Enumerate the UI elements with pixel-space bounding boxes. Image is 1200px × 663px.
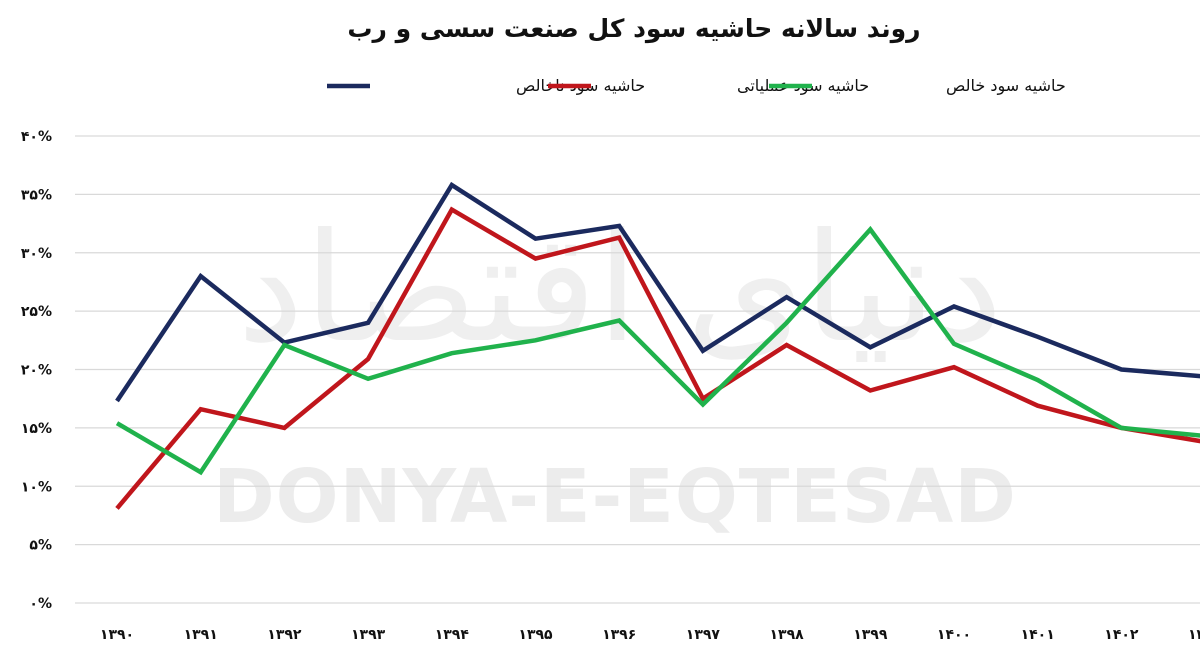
- y-tick-label: ۲۰%: [21, 363, 52, 379]
- x-tick-label: ۱۳۹۱: [184, 627, 218, 643]
- x-tick-label: ۱۴۰۲: [1104, 627, 1139, 643]
- y-tick-label: ۵%: [29, 538, 52, 554]
- x-tick-label: ۱۳۹۵: [518, 627, 553, 643]
- y-axis-ticks: ۰% ۵% ۱۰% ۱۵% ۲۰% ۲۵% ۳۰% ۳۵% ۴۰%: [21, 129, 52, 612]
- legend: حاشیه سود ناخالص حاشیه سود عملیاتی حاشیه…: [327, 76, 1066, 96]
- y-tick-label: ۲۵%: [21, 304, 52, 320]
- legend-item-gross: حاشیه سود ناخالص: [327, 76, 645, 96]
- x-tick-label: ۱۳۹۳: [351, 627, 386, 643]
- x-axis-ticks: ۱۳۹۰ ۱۳۹۱ ۱۳۹۲ ۱۳۹۳ ۱۳۹۴ ۱۳۹۵ ۱۳۹۶ ۱۳۹۷ ۱۳۹۸ ۱۳۹۹…: [100, 627, 1200, 643]
- series-lines: [115, 181, 1200, 510]
- x-tick-label: ۱۴۰۰: [937, 627, 971, 643]
- y-tick-label: ۰%: [29, 596, 52, 612]
- x-tick-label: ۱۳۹۲: [267, 627, 302, 643]
- chart-title: روند سالانه حاشیه سود کل صنعت سسی و رب: [347, 14, 920, 44]
- x-tick-label: ۱۴۰۳: [1188, 627, 1200, 643]
- x-tick-label: ۱۴۰۱: [1021, 627, 1055, 643]
- legend-label-net: حاشیه سود خالص: [946, 76, 1066, 96]
- x-tick-label: ۱۳۹۷: [686, 627, 721, 643]
- y-tick-label: ۱۵%: [21, 421, 52, 437]
- y-tick-label: ۳۵%: [21, 187, 52, 203]
- y-tick-label: ۱۰%: [21, 479, 52, 495]
- x-tick-label: ۱۳۹۹: [853, 627, 888, 643]
- watermark-text: DONYA-E-EQTESAD: [213, 454, 1017, 540]
- y-tick-label: ۳۰%: [21, 246, 52, 262]
- series-line-net-margin: [115, 225, 1200, 476]
- legend-item-net: حاشیه سود خالص: [769, 76, 1066, 96]
- x-tick-label: ۱۳۹۸: [770, 627, 805, 643]
- y-tick-label: ۴۰%: [21, 129, 52, 145]
- x-tick-label: ۱۳۹۴: [435, 627, 470, 643]
- x-tick-label: ۱۳۹۶: [602, 627, 636, 643]
- series-line-operating-margin: [115, 206, 1200, 510]
- series-line-gross-margin: [115, 181, 1200, 403]
- x-tick-label: ۱۳۹۰: [100, 627, 134, 643]
